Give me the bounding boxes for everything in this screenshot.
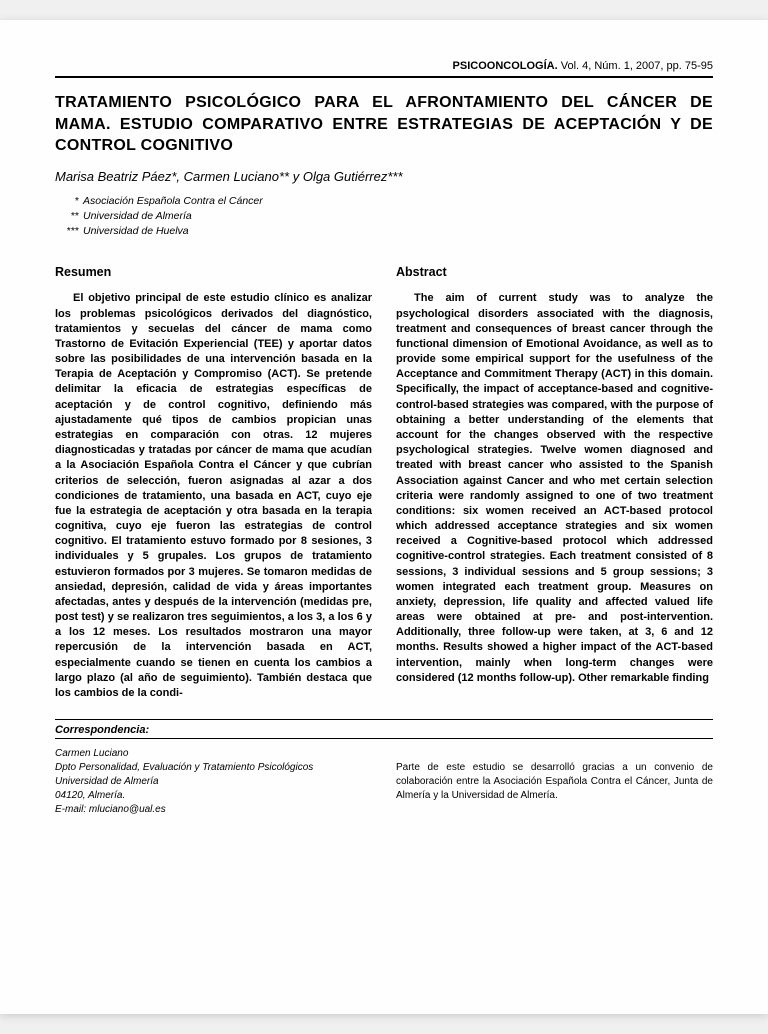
footer-columns: Carmen Luciano Dpto Personalidad, Evalua… [55,747,713,817]
correspondence-heading: Correspondencia: [55,724,713,736]
correspondence-block: Carmen Luciano Dpto Personalidad, Evalua… [55,747,372,817]
corr-line: Dpto Personalidad, Evaluación y Tratamie… [55,761,372,775]
resumen-heading: Resumen [55,265,372,279]
correspondence-body: Carmen Luciano Dpto Personalidad, Evalua… [55,747,372,817]
authors: Marisa Beatriz Páez*, Carmen Luciano** y… [55,169,713,184]
page: PSICOONCOLOGÍA. Vol. 4, Núm. 1, 2007, pp… [0,20,768,1014]
footer-rule-thin [55,738,713,739]
abstract-columns: Resumen El objetivo principal de este es… [55,265,713,701]
abstract-body: The aim of current study was to analyze … [396,291,713,685]
journal-header: PSICOONCOLOGÍA. Vol. 4, Núm. 1, 2007, pp… [55,60,713,72]
affiliations: * Asociación Española Contra el Cáncer *… [55,194,713,240]
corr-line: Carmen Luciano [55,747,372,761]
abstract-column: Abstract The aim of current study was to… [396,265,713,701]
header-rule [55,76,713,78]
affiliation-text: Universidad de Huelva [83,224,189,239]
footer-note-block: Parte de este estudio se desarrolló grac… [396,747,713,817]
corr-line: Universidad de Almería [55,775,372,789]
resumen-body: El objetivo principal de este estudio cl… [55,291,372,701]
affiliation-text: Asociación Española Contra el Cáncer [83,194,263,209]
journal-meta: Vol. 4, Núm. 1, 2007, pp. 75-95 [561,60,713,72]
affiliation-text: Universidad de Almería [83,209,192,224]
journal-name: PSICOONCOLOGÍA. [453,60,558,72]
footer-rule-top [55,719,713,720]
affiliation-mark: ** [63,209,83,224]
corr-line: 04120, Almería. [55,789,372,803]
affiliation-mark: *** [63,224,83,239]
affiliation-mark: * [63,194,83,209]
abstract-heading: Abstract [396,265,713,279]
corr-line: E-mail: mluciano@ual.es [55,803,372,817]
affiliation-row: *** Universidad de Huelva [63,224,713,239]
article-title: TRATAMIENTO PSICOLÓGICO PARA EL AFRONTAM… [55,92,713,157]
resumen-column: Resumen El objetivo principal de este es… [55,265,372,701]
affiliation-row: ** Universidad de Almería [63,209,713,224]
footer-note: Parte de este estudio se desarrolló grac… [396,747,713,803]
affiliation-row: * Asociación Española Contra el Cáncer [63,194,713,209]
